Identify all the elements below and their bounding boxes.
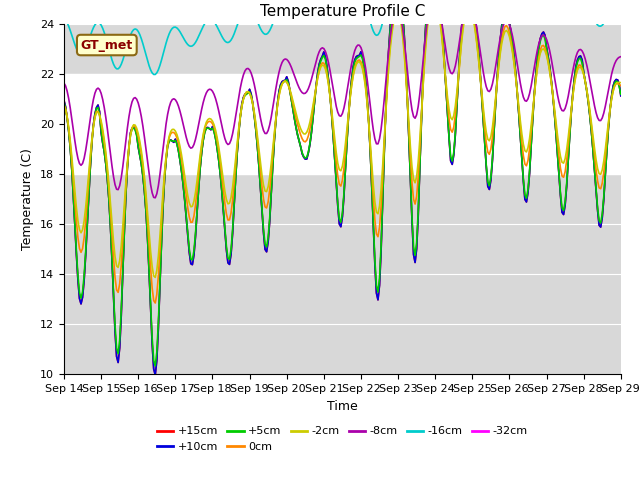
- +15cm: [617, 93, 625, 99]
- -16cm: [410, 13, 417, 19]
- -8cm: [410, 114, 417, 120]
- Line: -2cm: -2cm: [64, 0, 621, 277]
- +5cm: [552, 129, 559, 134]
- -16cm: [150, 72, 157, 77]
- -2cm: [60, 103, 68, 108]
- Line: -8cm: -8cm: [64, 0, 621, 198]
- X-axis label: Time: Time: [327, 400, 358, 413]
- +10cm: [60, 97, 68, 103]
- +15cm: [165, 138, 173, 144]
- -2cm: [76, 227, 83, 232]
- Line: +15cm: +15cm: [64, 0, 621, 375]
- -8cm: [617, 54, 625, 60]
- 0cm: [379, 175, 387, 181]
- +5cm: [397, 0, 405, 2]
- -16cm: [60, 16, 68, 22]
- -2cm: [152, 275, 159, 280]
- Bar: [64, 74, 621, 174]
- +15cm: [552, 128, 559, 134]
- Title: Temperature Profile C: Temperature Profile C: [260, 4, 425, 19]
- -16cm: [76, 51, 83, 57]
- -8cm: [552, 83, 559, 88]
- +5cm: [60, 99, 68, 105]
- +15cm: [60, 97, 68, 103]
- +15cm: [76, 296, 83, 301]
- Line: 0cm: 0cm: [64, 0, 621, 303]
- 0cm: [165, 135, 173, 141]
- -16cm: [552, 5, 559, 11]
- -8cm: [379, 113, 387, 119]
- -2cm: [410, 176, 417, 182]
- +5cm: [617, 91, 625, 97]
- -2cm: [165, 133, 173, 139]
- +15cm: [410, 252, 417, 257]
- +10cm: [165, 138, 173, 144]
- -8cm: [397, 16, 405, 22]
- -16cm: [165, 31, 173, 36]
- +15cm: [152, 372, 159, 378]
- 0cm: [617, 83, 625, 88]
- 0cm: [552, 122, 559, 128]
- +15cm: [379, 199, 387, 205]
- -2cm: [397, 22, 405, 27]
- -2cm: [617, 80, 625, 85]
- Line: +10cm: +10cm: [64, 0, 621, 375]
- 0cm: [410, 196, 417, 202]
- -8cm: [60, 80, 68, 86]
- -2cm: [379, 164, 387, 169]
- Text: GT_met: GT_met: [81, 38, 133, 51]
- +10cm: [152, 372, 159, 378]
- +5cm: [410, 244, 417, 250]
- 0cm: [60, 102, 68, 108]
- +10cm: [617, 93, 625, 99]
- +5cm: [76, 289, 83, 295]
- 0cm: [152, 300, 159, 306]
- +5cm: [379, 198, 387, 204]
- Legend: +15cm, +10cm, +5cm, 0cm, -2cm, -8cm, -16cm, -32cm: +15cm, +10cm, +5cm, 0cm, -2cm, -8cm, -16…: [152, 422, 532, 456]
- +10cm: [410, 252, 417, 257]
- -8cm: [165, 104, 173, 110]
- +5cm: [165, 138, 173, 144]
- Line: -16cm: -16cm: [64, 0, 621, 74]
- -8cm: [152, 195, 159, 201]
- -2cm: [552, 118, 559, 123]
- -16cm: [379, 20, 387, 25]
- Line: +5cm: +5cm: [64, 0, 621, 366]
- +10cm: [379, 199, 387, 205]
- 0cm: [397, 14, 405, 20]
- +10cm: [76, 296, 83, 301]
- -8cm: [76, 161, 83, 167]
- +5cm: [152, 363, 159, 369]
- +10cm: [552, 128, 559, 134]
- 0cm: [76, 246, 83, 252]
- Y-axis label: Temperature (C): Temperature (C): [22, 148, 35, 250]
